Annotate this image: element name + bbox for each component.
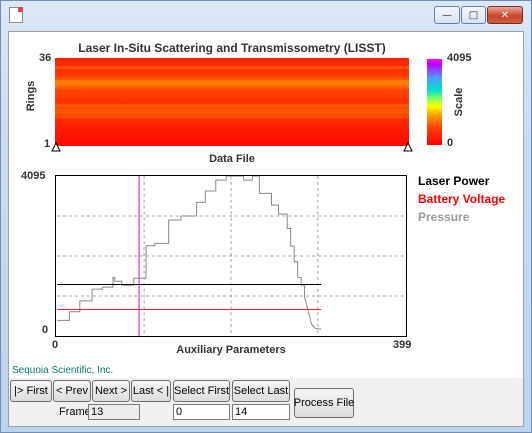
select-first-field[interactable]: 0	[173, 404, 230, 420]
scale-min-label: 0	[447, 137, 454, 149]
company-label: Sequoia Scientific, Inc.	[12, 365, 114, 376]
y-min-tick-label: 0	[42, 324, 49, 336]
prev-frame-button[interactable]: < Prev	[53, 380, 91, 402]
heatmap-band	[55, 116, 409, 118]
legend-laser-power: Laser Power	[418, 174, 490, 188]
plot-grid	[57, 176, 405, 336]
next-frame-button[interactable]: Next >	[92, 380, 130, 402]
rings-axis-label: Rings	[25, 80, 37, 112]
rings-min-label: 1	[44, 138, 51, 150]
heatmap-band	[55, 104, 409, 107]
x-min-tick-label: 0	[52, 339, 59, 351]
client-area: Laser In-Situ Scattering and Transmissom…	[8, 31, 524, 427]
rings-max-label: 36	[39, 52, 52, 64]
heatmap-band	[55, 80, 409, 84]
scale-axis-label: Scale	[453, 87, 465, 117]
aux-parameters-plot[interactable]	[55, 175, 407, 337]
frame-number-field[interactable]: 13	[88, 404, 140, 420]
x-max-tick-label: 399	[393, 339, 412, 351]
panel-title: Laser In-Situ Scattering and Transmissom…	[78, 41, 386, 55]
end-marker-icon[interactable]	[403, 142, 413, 152]
minimize-button[interactable]: —	[434, 6, 460, 24]
rings-heatmap[interactable]	[55, 58, 409, 146]
maximize-button[interactable]: □	[461, 6, 486, 24]
process-file-button[interactable]: Process File	[294, 388, 354, 418]
scale-max-label: 4095	[447, 52, 472, 64]
legend-battery-voltage: Battery Voltage	[418, 192, 506, 206]
start-marker-icon[interactable]	[51, 142, 61, 152]
close-icon: ✕	[500, 9, 510, 21]
heatmap-fill	[55, 58, 409, 146]
legend-pressure: Pressure	[418, 210, 470, 224]
y-max-tick-label: 4095	[21, 170, 46, 182]
heatmap-band	[55, 66, 409, 69]
minimize-icon: —	[442, 9, 452, 21]
select-last-button[interactable]: Select Last	[232, 380, 290, 402]
close-button[interactable]: ✕	[487, 6, 523, 24]
last-frame-button[interactable]: Last < |	[131, 380, 171, 402]
plot-x-axis-label: Auxiliary Parameters	[176, 344, 286, 356]
first-frame-button[interactable]: |> First	[10, 380, 52, 402]
control-strip: |> First < Prev Next > Last < | Frame 13…	[9, 378, 523, 426]
color-scale-bar	[427, 59, 442, 145]
frame-label: Frame	[59, 406, 91, 418]
plot-series	[57, 176, 322, 330]
data-file-label: Data File	[209, 153, 255, 165]
maximize-icon: □	[468, 9, 479, 21]
select-first-button[interactable]: Select First	[173, 380, 230, 402]
select-last-field[interactable]: 14	[232, 404, 290, 420]
title-bar[interactable]: — □ ✕	[1, 1, 531, 31]
app-icon[interactable]	[9, 7, 23, 23]
series-line-pressure	[57, 176, 322, 330]
